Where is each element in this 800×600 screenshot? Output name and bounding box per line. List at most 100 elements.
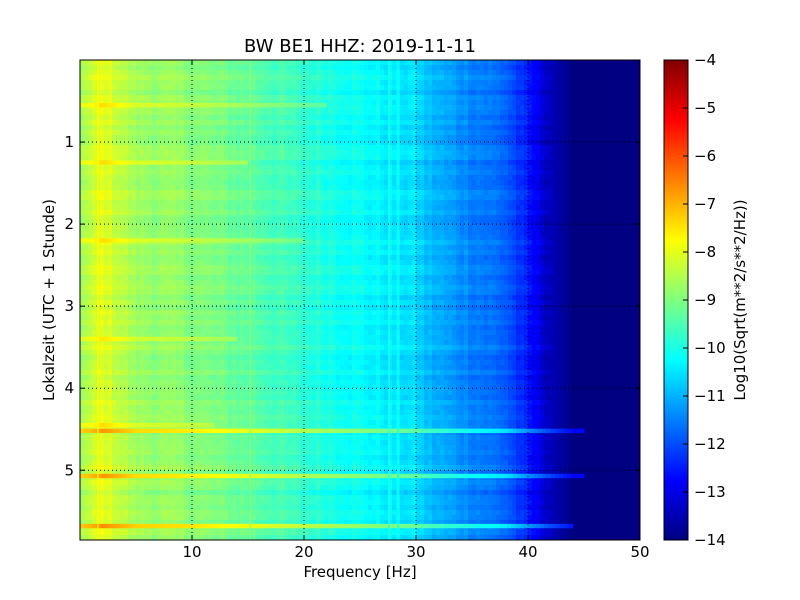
heatmap-cell xyxy=(80,215,85,221)
heatmap-cell xyxy=(508,205,513,211)
heatmap-cell xyxy=(480,185,485,191)
heatmap-cell xyxy=(596,185,601,191)
heatmap-cell xyxy=(604,150,609,156)
heatmap-cell xyxy=(384,235,389,241)
heatmap-cell xyxy=(224,135,229,141)
heatmap-cell xyxy=(116,75,121,81)
heatmap-cell xyxy=(124,170,129,176)
heatmap-cell xyxy=(300,200,305,206)
heatmap-cell xyxy=(232,120,237,126)
heatmap-cell xyxy=(288,190,293,196)
heatmap-cell xyxy=(168,130,173,136)
heatmap-cell xyxy=(436,85,441,91)
heatmap-cell xyxy=(428,195,433,201)
heatmap-cell xyxy=(576,150,581,156)
heatmap-cell xyxy=(352,215,357,221)
heatmap-cell xyxy=(400,185,405,191)
heatmap-cell xyxy=(152,80,157,86)
heatmap-cell xyxy=(424,65,429,71)
heatmap-cell xyxy=(616,160,621,166)
heatmap-cell xyxy=(588,205,593,211)
heatmap-cell xyxy=(588,105,593,111)
heatmap-cell xyxy=(612,80,617,86)
heatmap-cell xyxy=(284,155,289,161)
heatmap-cell xyxy=(516,135,521,141)
heatmap-cell xyxy=(584,105,589,111)
heatmap-cell xyxy=(92,150,97,156)
heatmap-cell xyxy=(604,175,609,181)
heatmap-cell xyxy=(288,125,293,131)
heatmap-cell xyxy=(280,80,285,86)
heatmap-cell xyxy=(608,105,613,111)
heatmap-cell xyxy=(276,235,281,241)
heatmap-cell xyxy=(500,80,505,86)
heatmap-cell xyxy=(220,120,225,126)
heatmap-cell xyxy=(128,125,133,131)
heatmap-cell xyxy=(484,140,489,146)
heatmap-cell xyxy=(556,70,561,76)
heatmap-cell xyxy=(296,130,301,136)
heatmap-cell xyxy=(156,210,161,216)
heatmap-cell xyxy=(292,235,297,241)
heatmap-cell xyxy=(560,120,565,126)
heatmap-cell xyxy=(400,65,405,71)
heatmap-cell xyxy=(232,60,237,66)
heatmap-cell xyxy=(112,85,117,91)
heatmap-cell xyxy=(256,160,261,166)
heatmap-cell xyxy=(252,215,257,221)
heatmap-cell xyxy=(244,190,249,196)
heatmap-cell xyxy=(300,115,305,121)
heatmap-cell xyxy=(500,125,505,131)
heatmap-cell xyxy=(148,190,153,196)
heatmap-cell xyxy=(380,100,385,106)
heatmap-cell xyxy=(352,190,357,196)
heatmap-cell xyxy=(616,170,621,176)
heatmap-cell xyxy=(352,105,357,111)
heatmap-cell xyxy=(600,130,605,136)
heatmap-cell xyxy=(508,175,513,181)
heatmap-cell xyxy=(128,70,133,76)
heatmap-cell xyxy=(424,200,429,206)
heatmap-cell xyxy=(224,140,229,146)
heatmap-cell xyxy=(388,60,393,66)
heatmap-cell xyxy=(528,230,533,236)
heatmap-cell xyxy=(600,195,605,201)
heatmap-cell xyxy=(392,110,397,116)
heatmap-cell xyxy=(272,215,277,221)
heatmap-cell xyxy=(548,90,553,96)
heatmap-cell xyxy=(156,75,161,81)
heatmap-cell xyxy=(152,115,157,121)
heatmap-cell xyxy=(84,205,89,211)
heatmap-cell xyxy=(104,185,109,191)
heatmap-cell xyxy=(332,155,337,161)
heatmap-cell xyxy=(500,205,505,211)
heatmap-cell xyxy=(576,175,581,181)
heatmap-cell xyxy=(380,80,385,86)
heatmap-cell xyxy=(620,70,625,76)
heatmap-cell xyxy=(232,225,237,231)
heatmap-cell xyxy=(328,110,333,116)
heatmap-cell xyxy=(464,205,469,211)
heatmap-cell xyxy=(616,70,621,76)
heatmap-cell xyxy=(236,135,241,141)
heatmap-cell xyxy=(536,190,541,196)
heatmap-cell xyxy=(208,205,213,211)
heatmap-cell xyxy=(392,60,397,66)
heatmap-cell xyxy=(400,190,405,196)
heatmap-cell xyxy=(580,170,585,176)
heatmap-cell xyxy=(220,90,225,96)
heatmap-cell xyxy=(108,140,113,146)
heatmap-cell xyxy=(216,150,221,156)
heatmap-cell xyxy=(376,100,381,106)
heatmap-cell xyxy=(112,95,117,101)
heatmap-cell xyxy=(100,175,105,181)
heatmap-cell xyxy=(544,90,549,96)
heatmap-cell xyxy=(416,145,421,151)
heatmap-cell xyxy=(532,135,537,141)
heatmap-cell xyxy=(148,135,153,141)
heatmap-cell xyxy=(284,110,289,116)
heatmap-cell xyxy=(440,190,445,196)
heatmap-cell xyxy=(456,225,461,231)
heatmap-cell xyxy=(576,80,581,86)
heatmap-cell xyxy=(292,65,297,71)
